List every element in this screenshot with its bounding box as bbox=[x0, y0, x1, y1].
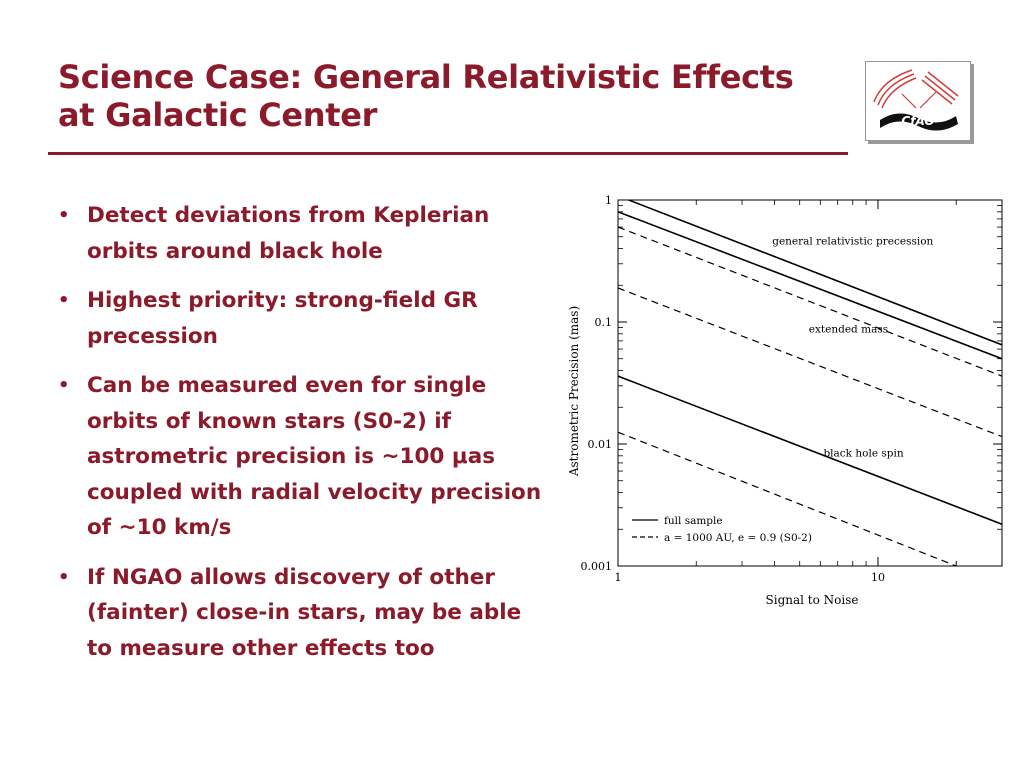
x-tick-label: 10 bbox=[871, 571, 885, 584]
y-tick-label: 0.1 bbox=[595, 316, 613, 329]
y-tick-label: 1 bbox=[605, 194, 612, 207]
curve-annotation: black hole spin bbox=[823, 447, 903, 459]
curve-annotation: extended mass bbox=[809, 324, 888, 336]
solid-series-line bbox=[618, 211, 1002, 360]
bullet-text: Detect deviations from Keplerian orbits … bbox=[87, 203, 490, 264]
bullet-item: • Can be measured even for single orbits … bbox=[58, 368, 548, 546]
bullet-dot-icon: • bbox=[58, 205, 70, 226]
solid-series-line bbox=[628, 200, 1002, 346]
cfao-logo-icon: CfAO bbox=[873, 69, 959, 131]
bullet-text: Highest priority: strong-field GR preces… bbox=[87, 288, 478, 349]
y-tick-label: 0.01 bbox=[588, 438, 613, 451]
dashed-series-line bbox=[618, 431, 957, 566]
bullet-list: • Detect deviations from Keplerian orbits… bbox=[58, 198, 548, 680]
slide-title: Science Case: General Relativistic Effec… bbox=[58, 58, 848, 134]
bullet-text: If NGAO allows discovery of other (faint… bbox=[87, 564, 522, 661]
bullet-text: Can be measured even for single orbits o… bbox=[87, 373, 542, 540]
title-underline bbox=[48, 152, 848, 155]
legend-label: full sample bbox=[664, 515, 723, 527]
logo-text: CfAO bbox=[901, 114, 934, 128]
legend-label: a = 1000 AU, e = 0.9 (S0-2) bbox=[664, 532, 812, 544]
y-axis-label: Astrometric Precision (mas) bbox=[567, 306, 581, 477]
bullet-item: • Highest priority: strong-field GR prece… bbox=[58, 283, 548, 354]
dashed-series-line bbox=[618, 226, 1002, 377]
title-line-2: at Galactic Center bbox=[58, 96, 378, 134]
bullet-dot-icon: • bbox=[58, 290, 70, 311]
title-line-1: Science Case: General Relativistic Effec… bbox=[58, 58, 794, 96]
plot-frame bbox=[617, 199, 1003, 567]
bullet-dot-icon: • bbox=[58, 566, 70, 588]
x-axis-label: Signal to Noise bbox=[766, 593, 859, 607]
bullet-item: • Detect deviations from Keplerian orbits… bbox=[58, 198, 548, 269]
bullet-item: • If NGAO allows discovery of other (fain… bbox=[58, 560, 548, 667]
y-tick-label: 0.001 bbox=[581, 560, 613, 573]
curve-annotation: general relativistic precession bbox=[772, 236, 933, 248]
x-tick-label: 1 bbox=[615, 571, 622, 584]
bullet-dot-icon: • bbox=[58, 375, 70, 396]
precision-chart: 0.001 0.01 0.1 1 1 10 Signal to Noise Astrometr… bbox=[567, 194, 1003, 607]
solid-series-line bbox=[618, 375, 1002, 525]
dashed-series-line bbox=[618, 287, 1002, 438]
cfao-logo: CfAO bbox=[865, 61, 971, 141]
